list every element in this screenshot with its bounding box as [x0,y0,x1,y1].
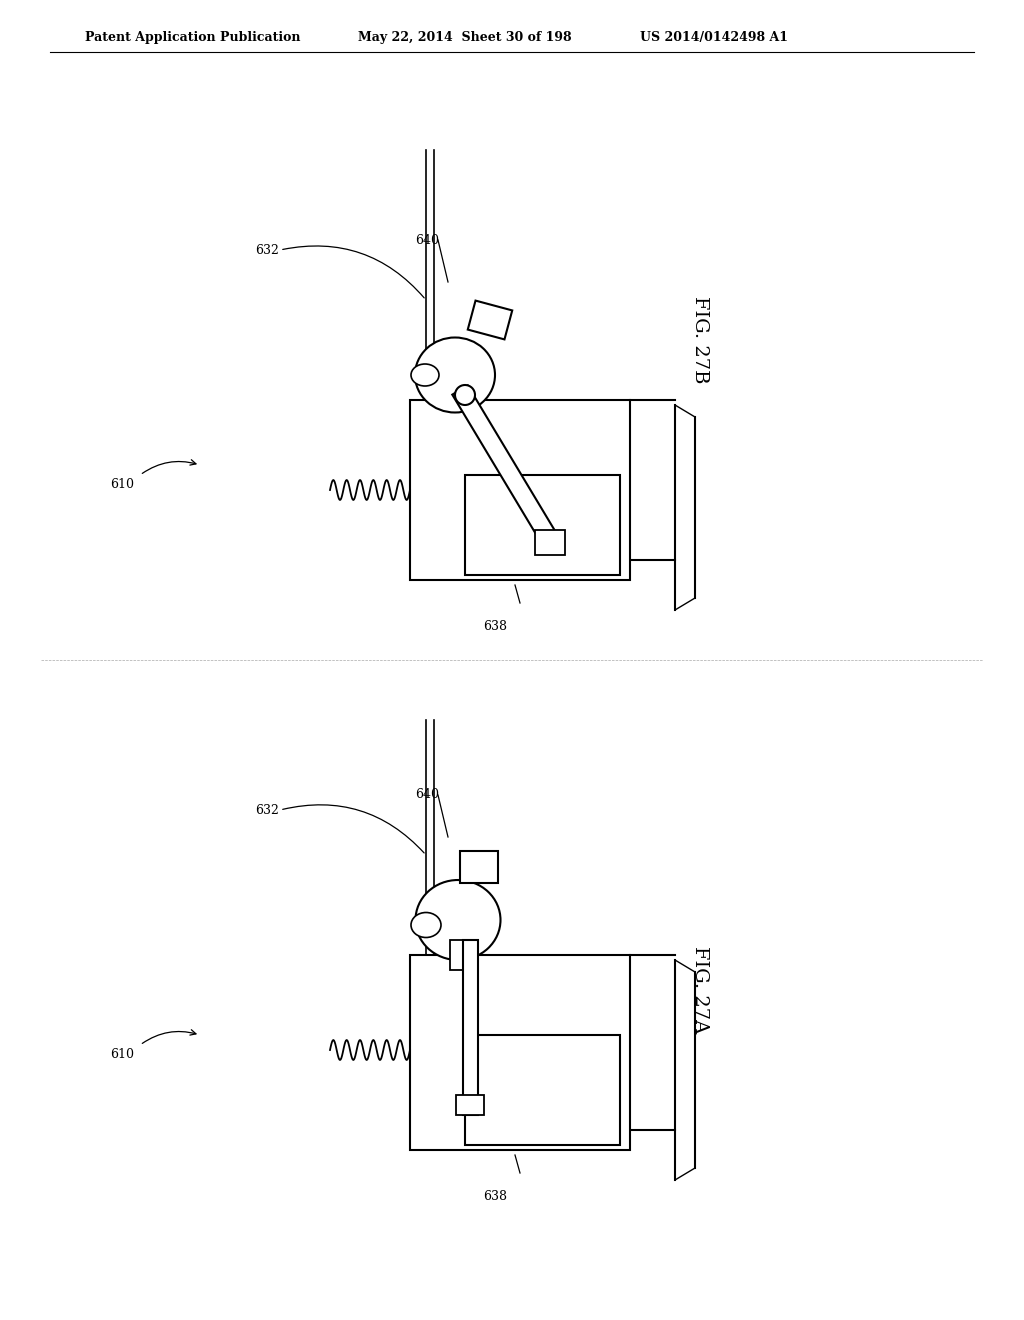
Text: 638: 638 [483,1191,507,1203]
FancyBboxPatch shape [468,301,512,339]
Text: 610: 610 [110,479,134,491]
Bar [465,1035,620,1144]
Bar [453,385,558,545]
Text: 640: 640 [415,788,439,801]
Text: May 22, 2014  Sheet 30 of 198: May 22, 2014 Sheet 30 of 198 [358,32,571,45]
Text: US 2014/0142498 A1: US 2014/0142498 A1 [640,32,788,45]
Bar [465,475,620,576]
Bar [535,531,565,554]
Text: FIG. 27B: FIG. 27B [691,296,709,384]
Bar [463,940,478,1115]
Ellipse shape [416,880,501,960]
Ellipse shape [411,364,439,385]
Circle shape [455,385,475,405]
Text: 610: 610 [110,1048,134,1061]
Text: 632: 632 [255,804,279,817]
Text: FIG. 27A: FIG. 27A [691,946,709,1034]
Text: Patent Application Publication: Patent Application Publication [85,32,300,45]
Text: 638: 638 [483,620,507,634]
Bar [460,851,498,883]
Bar [456,1096,484,1115]
Text: 640: 640 [415,234,439,247]
Text: 632: 632 [255,243,279,256]
Ellipse shape [415,338,495,412]
Bar [450,940,468,970]
Bar [410,954,630,1150]
Ellipse shape [411,912,441,937]
Bar [410,400,630,579]
